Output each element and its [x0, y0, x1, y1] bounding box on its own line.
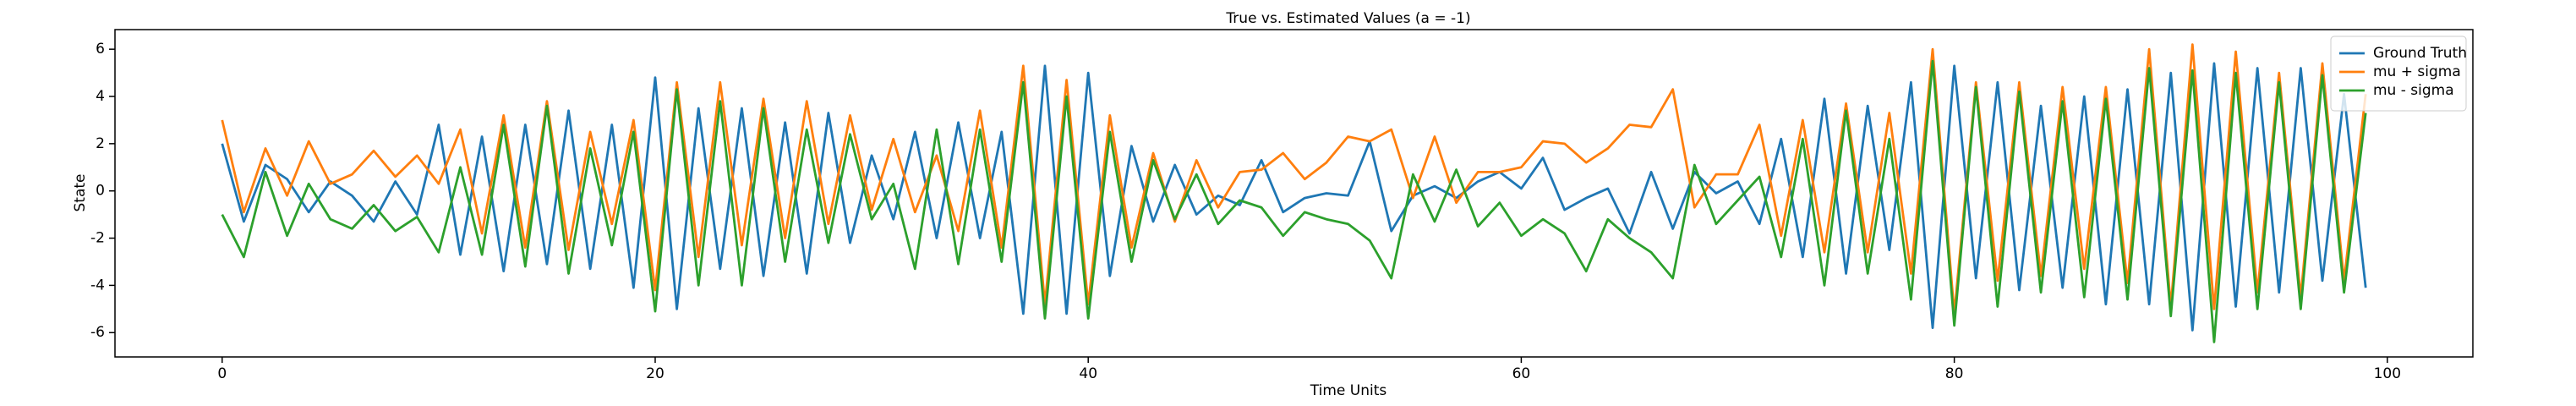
- legend-box: [2330, 36, 2467, 112]
- x-tick-label: 60: [1512, 365, 1531, 382]
- y-axis-label: State: [72, 174, 89, 212]
- legend-label: mu + sigma: [2373, 63, 2461, 80]
- series-line: [221, 43, 2367, 315]
- y-tick-label: 4: [96, 88, 105, 105]
- series-line: [221, 62, 2367, 332]
- plot-frame: [114, 29, 2474, 358]
- y-tick-label: 0: [96, 183, 105, 200]
- x-tick-label: 20: [646, 365, 665, 382]
- y-tick-label: -6: [90, 324, 105, 341]
- y-tick-label: 2: [96, 135, 105, 152]
- y-tick-label: -4: [90, 277, 105, 294]
- x-axis-label: Time Units: [1310, 382, 1387, 399]
- x-tick-label: 40: [1079, 365, 1097, 382]
- chart-title: True vs. Estimated Values (a = -1): [1225, 10, 1470, 27]
- y-tick-label: -2: [90, 230, 105, 247]
- legend-label: Ground Truth: [2373, 45, 2467, 62]
- y-tick-label: 6: [96, 41, 105, 58]
- x-tick-label: 80: [1945, 365, 1964, 382]
- series-line: [221, 59, 2367, 343]
- x-tick-label: 100: [2374, 365, 2401, 382]
- legend-label: mu - sigma: [2373, 82, 2454, 99]
- x-tick-label: 0: [217, 365, 227, 382]
